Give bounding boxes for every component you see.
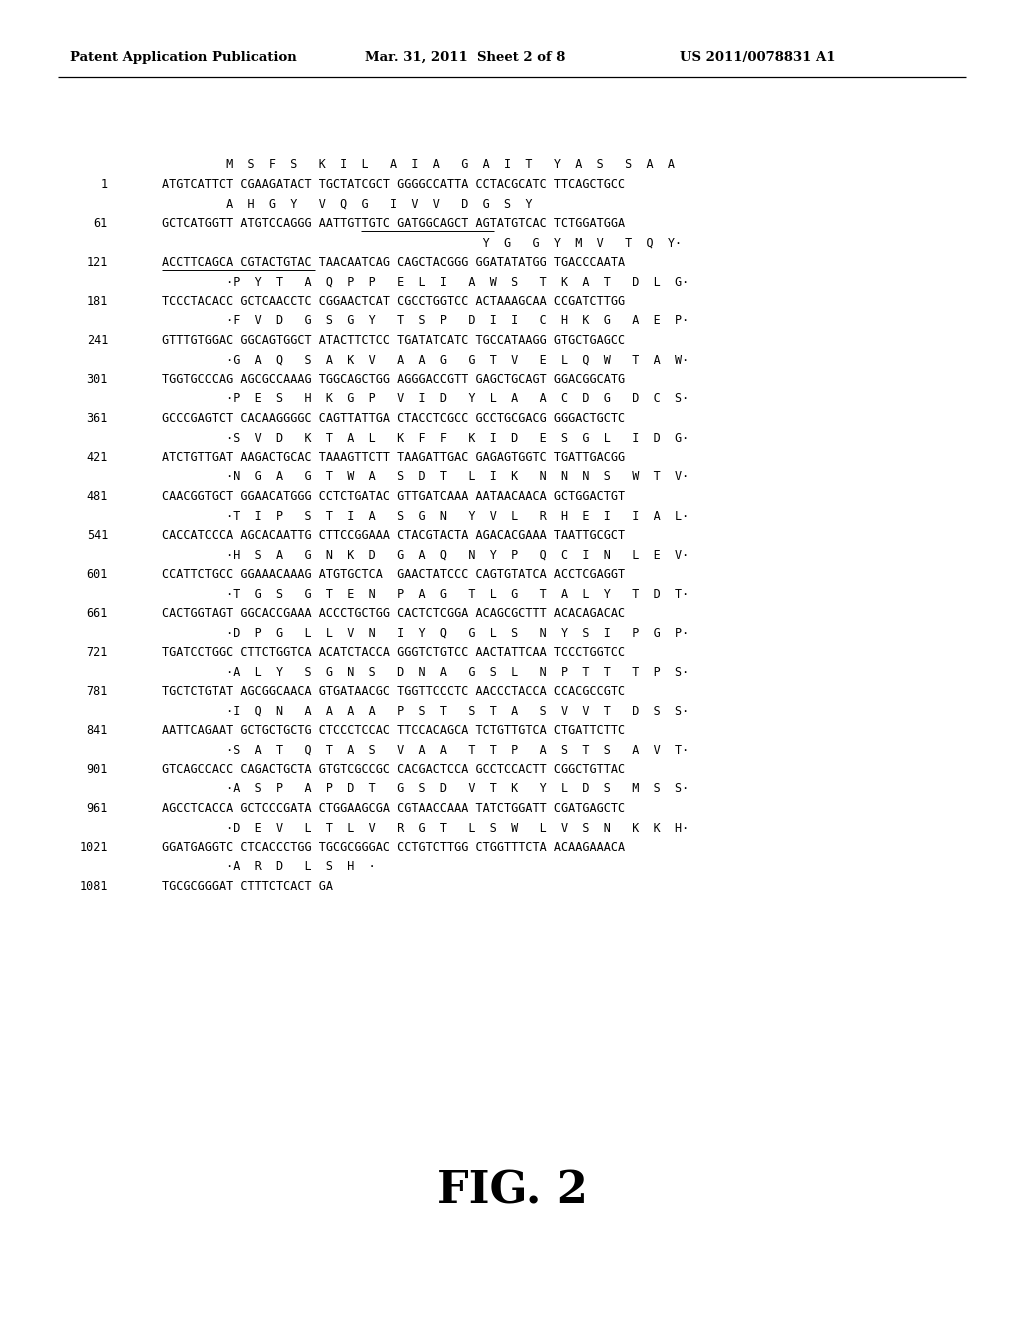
Text: ·T  I  P   S  T  I  A   S  G  N   Y  V  L   R  H  E  I   I  A  L·: ·T I P S T I A S G N Y V L R H E I I A L… [162, 510, 689, 523]
Text: 841: 841 [87, 723, 108, 737]
Text: ·A  L  Y   S  G  N  S   D  N  A   G  S  L   N  P  T  T   T  P  S·: ·A L Y S G N S D N A G S L N P T T T P S… [162, 665, 689, 678]
Text: ·A  S  P   A  P  D  T   G  S  D   V  T  K   Y  L  D  S   M  S  S·: ·A S P A P D T G S D V T K Y L D S M S S… [162, 783, 689, 796]
Text: ·A  R  D   L  S  H  ·: ·A R D L S H · [162, 861, 376, 874]
Text: ATCTGTTGAT AAGACTGCAC TAAAGTTCTT TAAGATTGAC GAGAGTGGTC TGATTGACGG: ATCTGTTGAT AAGACTGCAC TAAAGTTCTT TAAGATT… [162, 451, 625, 465]
Text: ·N  G  A   G  T  W  A   S  D  T   L  I  K   N  N  N  S   W  T  V·: ·N G A G T W A S D T L I K N N N S W T V… [162, 470, 689, 483]
Text: ·T  G  S   G  T  E  N   P  A  G   T  L  G   T  A  L  Y   T  D  T·: ·T G S G T E N P A G T L G T A L Y T D T… [162, 587, 689, 601]
Text: 241: 241 [87, 334, 108, 347]
Text: ·F  V  D   G  S  G  Y   T  S  P   D  I  I   C  H  K  G   A  E  P·: ·F V D G S G Y T S P D I I C H K G A E P… [162, 314, 689, 327]
Text: CCATTCTGCC GGAAACAAAG ATGTGCTCA  GAACTATCCC CAGTGTATCA ACCTCGAGGT: CCATTCTGCC GGAAACAAAG ATGTGCTCA GAACTATC… [162, 568, 625, 581]
Text: 601: 601 [87, 568, 108, 581]
Text: 301: 301 [87, 374, 108, 385]
Text: AGCCTCACCA GCTCCCGATA CTGGAAGCGA CGTAACCAAA TATCTGGATT CGATGAGCTC: AGCCTCACCA GCTCCCGATA CTGGAAGCGA CGTAACC… [162, 803, 625, 814]
Text: 121: 121 [87, 256, 108, 269]
Text: 541: 541 [87, 529, 108, 543]
Text: AATTCAGAAT GCTGCTGCTG CTCCCTCCAC TTCCACAGCA TCTGTTGTCA CTGATTCTTC: AATTCAGAAT GCTGCTGCTG CTCCCTCCAC TTCCACA… [162, 723, 625, 737]
Text: US 2011/0078831 A1: US 2011/0078831 A1 [680, 51, 836, 63]
Text: GTCAGCCACC CAGACTGCTA GTGTCGCCGC CACGACTCCA GCCTCCACTT CGGCTGTTAC: GTCAGCCACC CAGACTGCTA GTGTCGCCGC CACGACT… [162, 763, 625, 776]
Text: 961: 961 [87, 803, 108, 814]
Text: FIG. 2: FIG. 2 [436, 1170, 588, 1212]
Text: ·S  V  D   K  T  A  L   K  F  F   K  I  D   E  S  G  L   I  D  G·: ·S V D K T A L K F F K I D E S G L I D G… [162, 432, 689, 445]
Text: GGATGAGGTC CTCACCCTGG TGCGCGGGAC CCTGTCTTGG CTGGTTTCTA ACAAGAAACA: GGATGAGGTC CTCACCCTGG TGCGCGGGAC CCTGTCT… [162, 841, 625, 854]
Text: ·H  S  A   G  N  K  D   G  A  Q   N  Y  P   Q  C  I  N   L  E  V·: ·H S A G N K D G A Q N Y P Q C I N L E V… [162, 549, 689, 561]
Text: ·D  P  G   L  L  V  N   I  Y  Q   G  L  S   N  Y  S  I   P  G  P·: ·D P G L L V N I Y Q G L S N Y S I P G P… [162, 627, 689, 639]
Text: TGATCCTGGC CTTCTGGTCA ACATCTACCA GGGTCTGTCC AACTATTCAA TCCCTGGTCC: TGATCCTGGC CTTCTGGTCA ACATCTACCA GGGTCTG… [162, 645, 625, 659]
Text: 901: 901 [87, 763, 108, 776]
Text: TGCTCTGTAT AGCGGCAACA GTGATAACGC TGGTTCCCTC AACCCTACCA CCACGCCGTC: TGCTCTGTAT AGCGGCAACA GTGATAACGC TGGTTCC… [162, 685, 625, 698]
Text: ·P  E  S   H  K  G  P   V  I  D   Y  L  A   A  C  D  G   D  C  S·: ·P E S H K G P V I D Y L A A C D G D C S… [162, 392, 689, 405]
Text: TGGTGCCCAG AGCGCCAAAG TGGCAGCTGG AGGGACCGTT GAGCTGCAGT GGACGGCATG: TGGTGCCCAG AGCGCCAAAG TGGCAGCTGG AGGGACC… [162, 374, 625, 385]
Text: 661: 661 [87, 607, 108, 620]
Text: Patent Application Publication: Patent Application Publication [70, 51, 297, 63]
Text: TGCGCGGGAT CTTTCTCACT GA: TGCGCGGGAT CTTTCTCACT GA [162, 880, 333, 894]
Text: 721: 721 [87, 645, 108, 659]
Text: ·I  Q  N   A  A  A  A   P  S  T   S  T  A   S  V  V  T   D  S  S·: ·I Q N A A A A P S T S T A S V V T D S S… [162, 705, 689, 718]
Text: 361: 361 [87, 412, 108, 425]
Text: ·S  A  T   Q  T  A  S   V  A  A   T  T  P   A  S  T  S   A  V  T·: ·S A T Q T A S V A A T T P A S T S A V T… [162, 743, 689, 756]
Text: GCCCGAGTCT CACAAGGGGC CAGTTATTGA CTACCTCGCC GCCTGCGACG GGGACTGCTC: GCCCGAGTCT CACAAGGGGC CAGTTATTGA CTACCTC… [162, 412, 625, 425]
Text: TCCCTACACC GCTCAACCTC CGGAACTCAT CGCCTGGTCC ACTAAAGCAA CCGATCTTGG: TCCCTACACC GCTCAACCTC CGGAACTCAT CGCCTGG… [162, 294, 625, 308]
Text: CAACGGTGCT GGAACATGGG CCTCTGATAC GTTGATCAAA AATAACAACA GCTGGACTGT: CAACGGTGCT GGAACATGGG CCTCTGATAC GTTGATC… [162, 490, 625, 503]
Text: A  H  G  Y   V  Q  G   I  V  V   D  G  S  Y: A H G Y V Q G I V V D G S Y [162, 198, 532, 210]
Text: 181: 181 [87, 294, 108, 308]
Text: 61: 61 [94, 216, 108, 230]
Text: GCTCATGGTT ATGTCCAGGG AATTGTTGTC GATGGCAGCT AGTATGTCAC TCTGGATGGA: GCTCATGGTT ATGTCCAGGG AATTGTTGTC GATGGCA… [162, 216, 625, 230]
Text: ·D  E  V   L  T  L  V   R  G  T   L  S  W   L  V  S  N   K  K  H·: ·D E V L T L V R G T L S W L V S N K K H… [162, 821, 689, 834]
Text: ·G  A  Q   S  A  K  V   A  A  G   G  T  V   E  L  Q  W   T  A  W·: ·G A Q S A K V A A G G T V E L Q W T A W… [162, 354, 689, 367]
Text: CACTGGTAGT GGCACCGAAA ACCCTGCTGG CACTCTCGGA ACAGCGCTTT ACACAGACAC: CACTGGTAGT GGCACCGAAA ACCCTGCTGG CACTCTC… [162, 607, 625, 620]
Text: 1081: 1081 [80, 880, 108, 894]
Text: ACCTTCAGCA CGTACTGTAC TAACAATCAG CAGCTACGGG GGATATATGG TGACCCAATA: ACCTTCAGCA CGTACTGTAC TAACAATCAG CAGCTAC… [162, 256, 625, 269]
Text: 421: 421 [87, 451, 108, 465]
Text: ·P  Y  T   A  Q  P  P   E  L  I   A  W  S   T  K  A  T   D  L  G·: ·P Y T A Q P P E L I A W S T K A T D L G… [162, 276, 689, 289]
Text: Mar. 31, 2011  Sheet 2 of 8: Mar. 31, 2011 Sheet 2 of 8 [365, 51, 565, 63]
Text: GTTTGTGGAC GGCAGTGGCT ATACTTCTCC TGATATCATC TGCCATAAGG GTGCTGAGCC: GTTTGTGGAC GGCAGTGGCT ATACTTCTCC TGATATC… [162, 334, 625, 347]
Text: 1021: 1021 [80, 841, 108, 854]
Text: M  S  F  S   K  I  L   A  I  A   G  A  I  T   Y  A  S   S  A  A: M S F S K I L A I A G A I T Y A S S A A [162, 158, 675, 172]
Text: Y  G   G  Y  M  V   T  Q  Y·: Y G G Y M V T Q Y· [162, 236, 682, 249]
Text: 1: 1 [101, 178, 108, 191]
Text: ATGTCATTCT CGAAGATACT TGCTATCGCT GGGGCCATTA CCTACGCATC TTCAGCTGCC: ATGTCATTCT CGAAGATACT TGCTATCGCT GGGGCCA… [162, 178, 625, 191]
Text: 481: 481 [87, 490, 108, 503]
Text: 781: 781 [87, 685, 108, 698]
Text: CACCATCCCA AGCACAATTG CTTCCGGAAA CTACGTACTA AGACACGAAA TAATTGCGCT: CACCATCCCA AGCACAATTG CTTCCGGAAA CTACGTA… [162, 529, 625, 543]
